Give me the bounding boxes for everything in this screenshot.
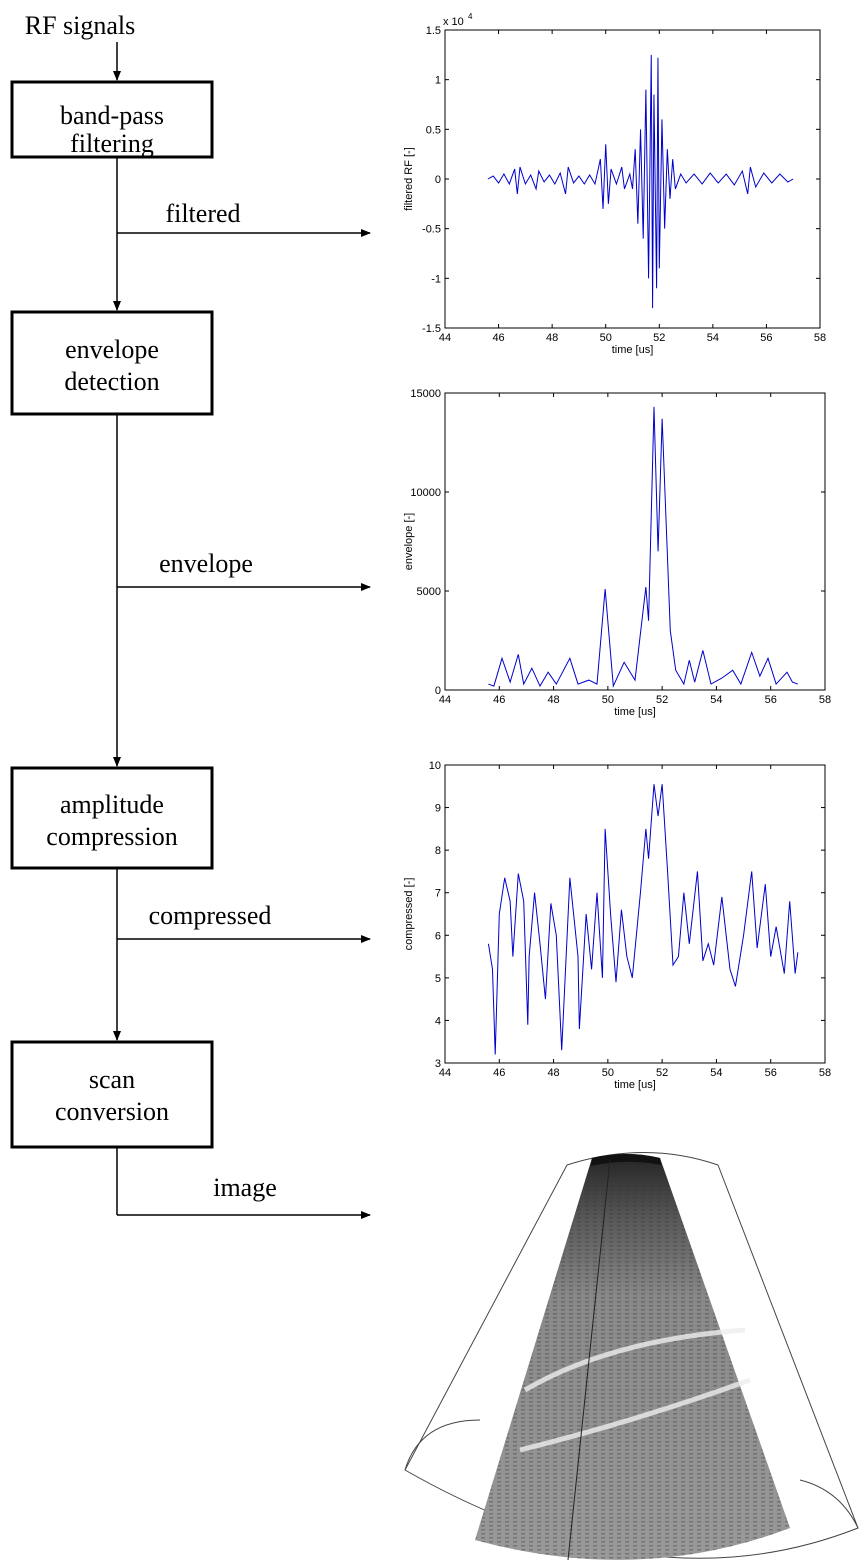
axis-multiplier-exponent: 4 [468,12,473,21]
node-label: conversion [55,1097,169,1126]
x-tick-label: 52 [653,332,665,344]
x-tick-label: 58 [819,1067,831,1079]
y-tick-label: -0.5 [422,224,441,236]
y-tick-label: 5 [435,973,441,985]
x-tick-label: 54 [710,1067,722,1079]
node-label: filtering [70,129,154,158]
node-label: scan [89,1065,135,1094]
x-tick-label: 46 [493,1067,505,1079]
input-label: RF signals [25,11,136,40]
y-axis-label: compressed [-] [403,878,415,951]
x-tick-label: 50 [600,332,612,344]
y-tick-label: 10 [429,760,441,772]
y-tick-label: 0.5 [426,124,441,136]
y-tick-label: 5000 [417,586,441,598]
x-tick-label: 50 [602,694,614,706]
axis-multiplier: x 10 [443,16,464,28]
chart: 44 46 48 50 52 54 56 58 0 5000 10000 15000 time [us]… [403,388,831,718]
plot-frame [444,29,821,329]
ultrasound-image [404,1152,859,1561]
x-tick-label: 48 [547,694,559,706]
x-tick-label: 54 [710,694,722,706]
x-tick-label: 52 [656,1067,668,1079]
x-tick-label: 52 [656,694,668,706]
y-tick-label: 0 [435,685,441,697]
y-tick-label: 1.5 [426,25,441,37]
node-box [10,1040,214,1149]
node-label: amplitude [60,790,164,819]
y-tick-label: 4 [435,1015,441,1027]
x-axis-label: time [us] [614,1079,656,1091]
node-box [10,80,214,159]
fan-outline [404,1419,859,1529]
node-label: band-pass [60,101,164,130]
y-tick-label: 1 [435,75,441,87]
data-line [487,784,799,1055]
y-tick-label: 15000 [410,388,441,400]
node-box [10,766,214,870]
x-axis-label: time [us] [612,344,654,356]
x-tick-label: 44 [439,694,451,706]
x-tick-label: 48 [547,1067,559,1079]
echo-line [523,1327,746,1393]
y-tick-label: 7 [435,888,441,900]
fan-top [591,1154,661,1166]
x-tick-label: 58 [814,332,826,344]
y-tick-label: 3 [435,1058,441,1070]
output-label: compressed [149,901,272,930]
y-axis-label: filtered RF [-] [403,147,415,211]
chart: 44 46 48 50 52 54 56 58 -1.5 -1 -0.5 0 0.5 1 1.5 time [… [403,12,826,356]
x-tick-label: 44 [439,1067,451,1079]
y-tick-label: -1.5 [422,323,441,335]
scan-line [567,1159,611,1561]
x-tick-label: 46 [493,694,505,706]
output-label: filtered [165,199,240,228]
x-tick-label: 50 [602,1067,614,1079]
x-tick-label: 44 [439,332,451,344]
x-tick-label: 56 [765,1067,777,1079]
node-label: compression [46,822,177,851]
data-line [487,54,794,309]
plot-frame [444,392,826,691]
data-line [488,406,799,688]
node-box [10,310,214,416]
x-tick-label: 58 [819,694,831,706]
echo-line [519,1377,751,1453]
output-label: image [213,1173,277,1202]
x-tick-label: 46 [492,332,504,344]
y-tick-label: 0 [435,174,441,186]
y-axis-label: envelope [-] [403,513,415,570]
fan-texture [475,1154,790,1560]
x-tick-label: 48 [546,332,558,344]
node-label: detection [64,367,159,396]
node-label: envelope [65,335,159,364]
flowchart [10,42,371,1219]
y-tick-label: 10000 [410,487,441,499]
output-label: envelope [159,549,253,578]
y-tick-label: -1 [431,273,441,285]
x-tick-label: 56 [760,332,772,344]
y-tick-label: 9 [435,803,441,815]
x-axis-label: time [us] [614,706,656,718]
x-tick-label: 54 [707,332,719,344]
flow-texts: RF signals band-pass filtering envelope … [25,11,277,1202]
y-tick-label: 8 [435,845,441,857]
x-tick-label: 56 [765,694,777,706]
y-tick-label: 6 [435,930,441,942]
